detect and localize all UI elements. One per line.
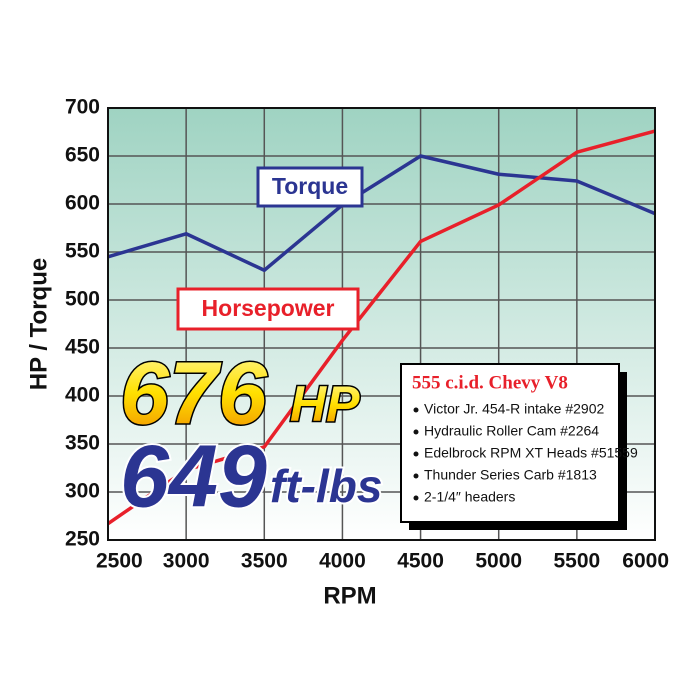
torque-callout: 649 <box>120 426 267 525</box>
series-line <box>107 154 656 272</box>
y-tick-label: 300 <box>65 480 100 503</box>
x-tick-label: 2500 <box>96 550 143 573</box>
spec-item: Thunder Series Carb #1813 <box>424 467 597 483</box>
y-tick-label: 700 <box>65 96 100 119</box>
hp-unit: HP <box>290 376 360 432</box>
x-tick-label: 5000 <box>475 550 522 573</box>
y-tick-label: 600 <box>65 192 100 215</box>
torque-unit: ft-lbs <box>270 460 382 512</box>
bullet <box>413 495 419 501</box>
series-line <box>107 129 656 526</box>
spec-item: Edelbrock RPM XT Heads #51559 <box>424 445 638 461</box>
legend-label: Torque <box>272 173 348 199</box>
legend-box <box>176 287 360 331</box>
bullet <box>413 451 419 457</box>
x-tick-label: 5500 <box>553 550 600 573</box>
bullet <box>413 429 419 435</box>
spec-title: 555 c.i.d. Chevy V8 <box>412 372 568 393</box>
spec-box <box>400 363 620 523</box>
y-tick-label: 250 <box>65 528 100 551</box>
y-axis-label: HP / Torque <box>25 258 52 390</box>
y-tick-label: 450 <box>65 336 100 359</box>
plot-frame <box>107 107 656 541</box>
y-tick-label: 550 <box>65 240 100 263</box>
spec-item: Hydraulic Roller Cam #2264 <box>424 423 599 439</box>
x-tick-label: 3000 <box>163 550 210 573</box>
x-axis-label: RPM <box>323 582 376 609</box>
legend-box <box>256 166 364 208</box>
spec-item: Victor Jr. 454-R intake #2902 <box>424 401 605 417</box>
x-tick-label: 4500 <box>397 550 444 573</box>
hp-callout: 676 <box>120 343 268 442</box>
y-tick-label: 500 <box>65 288 100 311</box>
bullet <box>413 407 419 413</box>
y-tick-label: 350 <box>65 432 100 455</box>
x-tick-label: 3500 <box>241 550 288 573</box>
y-tick-label: 650 <box>65 144 100 167</box>
legend-label: Horsepower <box>202 295 335 321</box>
bullet <box>413 473 419 479</box>
spec-item: 2-1/4″ headers <box>424 489 515 505</box>
x-tick-label: 4000 <box>319 550 366 573</box>
x-tick-label: 6000 <box>622 550 669 573</box>
y-tick-label: 400 <box>65 384 100 407</box>
